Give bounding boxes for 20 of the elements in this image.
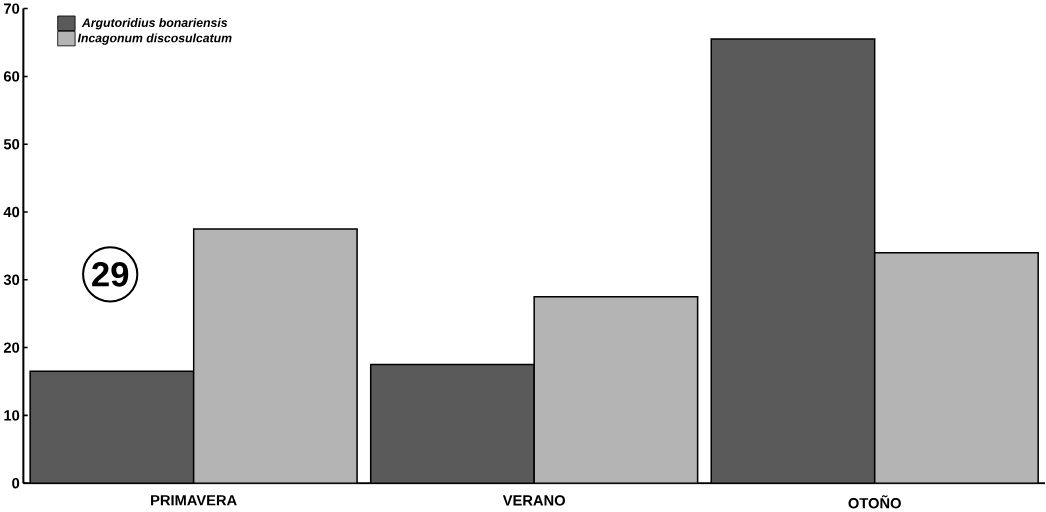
y-tick-label: 10	[4, 410, 20, 421]
x-tick-label: VERANO	[502, 495, 565, 506]
y-tick-label: 40	[3, 206, 20, 218]
bar	[873, 251, 1039, 484]
bar	[30, 371, 194, 484]
y-tick-label: 50	[3, 139, 20, 150]
x-tick-label: PRIMAVERA	[151, 495, 237, 506]
y-tick-label: 0	[12, 478, 20, 489]
bar	[710, 38, 876, 484]
y-tick-label: 70	[4, 3, 20, 14]
bar	[370, 364, 535, 484]
x-tick-label: OTOÑO	[848, 495, 901, 509]
legend-label: Incagonum discosulcatum	[77, 33, 232, 45]
y-tick-label: 60	[3, 71, 20, 82]
y-tick-label: 30	[3, 274, 20, 286]
bar	[193, 229, 358, 484]
annotation: 29	[92, 262, 129, 287]
legend-label: Argutoridius bonariensis	[81, 18, 228, 30]
y-tick-label: 20	[3, 342, 20, 353]
bar	[534, 296, 698, 484]
